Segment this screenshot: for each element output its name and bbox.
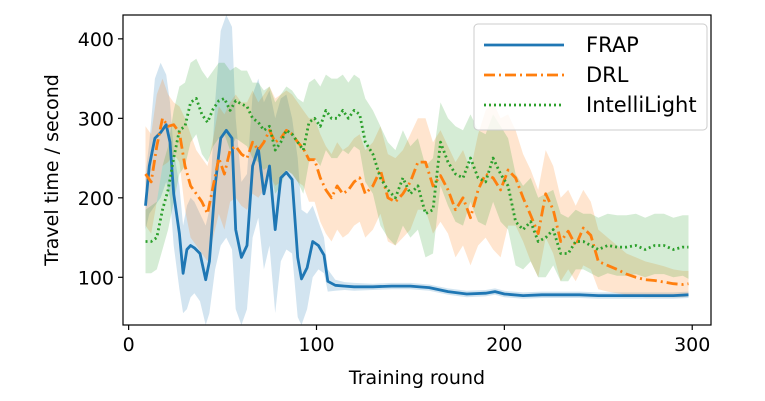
- x-tick-label: 200: [486, 334, 522, 356]
- y-axis-label: Travel time / second: [41, 74, 63, 267]
- series-lines: [144, 97, 689, 298]
- x-tick-label: 100: [298, 334, 334, 356]
- y-tick-label: 200: [78, 188, 114, 210]
- legend-label-drl: DRL: [586, 63, 629, 87]
- frap-band: [145, 15, 689, 325]
- y-tick-label: 100: [78, 267, 114, 289]
- frap-line: [144, 123, 689, 298]
- x-tick-label: 0: [123, 334, 135, 356]
- plot-frame: [122, 14, 712, 326]
- y-axis-ticks: 100 200 300 400: [78, 29, 123, 289]
- legend: FRAP DRL IntelliLight: [473, 23, 708, 131]
- intellilight-band: [145, 58, 689, 282]
- legend-box: [473, 23, 708, 131]
- y-tick-label: 400: [78, 29, 114, 51]
- drl-line: [144, 116, 689, 286]
- drl-band: [145, 78, 689, 298]
- x-axis-label: Training round: [348, 367, 485, 389]
- legend-label-frap: FRAP: [586, 33, 639, 57]
- intellilight-line: [145, 97, 689, 255]
- legend-label-intellilight: IntelliLight: [586, 93, 697, 117]
- y-tick-label: 300: [78, 108, 114, 130]
- confidence-bands: [145, 15, 689, 325]
- x-tick-label: 300: [674, 334, 710, 356]
- x-axis-ticks: 0 100 200 300: [123, 325, 710, 356]
